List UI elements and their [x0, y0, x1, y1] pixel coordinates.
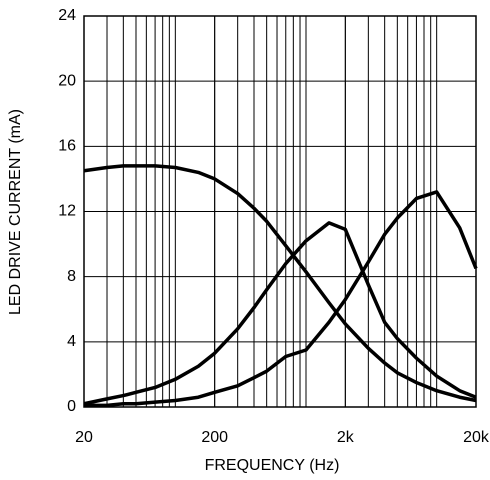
- x-tick-label: 20: [75, 429, 93, 446]
- y-tick-label: 20: [58, 72, 76, 89]
- line-series: [84, 190, 478, 408]
- x-tick-label: 2k: [337, 429, 355, 446]
- x-axis-label: FREQUENCY (Hz): [205, 457, 340, 474]
- y-tick-label: 12: [58, 203, 76, 220]
- x-tick-label: 20k: [463, 429, 490, 446]
- y-tick-label: 4: [67, 333, 76, 350]
- line-series: [83, 221, 477, 406]
- y-tick-label: 24: [58, 7, 76, 24]
- y-tick-label: 8: [67, 268, 76, 285]
- line-series: [83, 164, 477, 403]
- y-axis-label: LED DRIVE CURRENT (mA): [7, 109, 24, 315]
- plot-frame: [83, 15, 477, 408]
- y-tick-label: 16: [58, 138, 76, 155]
- x-tick-label: 200: [201, 429, 228, 446]
- y-tick-label: 0: [67, 398, 76, 415]
